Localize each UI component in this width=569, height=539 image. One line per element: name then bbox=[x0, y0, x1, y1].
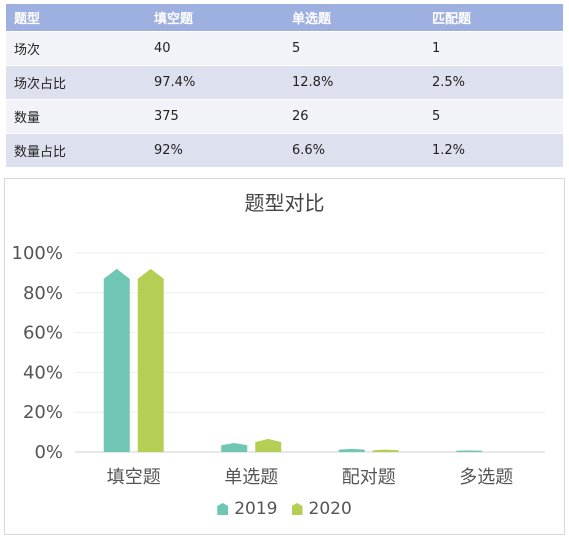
stats-table: 题型 填空题 单选题 匹配题 场次 40 5 1 场次占比 97.4% 12.8… bbox=[6, 4, 563, 167]
bar-2019-单选题 bbox=[221, 443, 248, 452]
y-tick-label: 80% bbox=[23, 283, 63, 304]
table-cell: 375 bbox=[154, 109, 179, 124]
chart-container: 题型对比 0% 20% 40% 60% 80% 100% 填空题 单选题 配对题 多选题 2019… bbox=[4, 178, 565, 535]
bar-2019-多选题 bbox=[456, 450, 483, 452]
chart-title: 题型对比 bbox=[244, 191, 325, 215]
table-cell: 97.4% bbox=[154, 75, 196, 90]
table-header-cell: 单选题 bbox=[292, 12, 332, 27]
x-tick-label: 填空题 bbox=[107, 467, 161, 488]
table-row: 数量占比 92% 6.6% 1.2% bbox=[6, 134, 563, 167]
x-tick-label: 配对题 bbox=[342, 467, 396, 488]
table-cell: 2.5% bbox=[432, 75, 466, 90]
y-tick-label: 40% bbox=[23, 362, 63, 383]
table-row: 数量 375 26 5 bbox=[6, 100, 563, 133]
legend-swatch-2019 bbox=[217, 503, 229, 515]
bar-2020-配对题 bbox=[372, 449, 399, 452]
chart-legend: 2019 2020 bbox=[5, 499, 564, 519]
legend-label: 2020 bbox=[308, 499, 352, 519]
table-cell: 26 bbox=[292, 109, 309, 124]
table-row: 场次 40 5 1 bbox=[6, 32, 563, 65]
table-cell: 12.8% bbox=[292, 75, 334, 90]
x-tick-label: 单选题 bbox=[224, 467, 278, 488]
y-tick-label: 0% bbox=[34, 442, 63, 463]
table-cell: 数量 bbox=[14, 111, 41, 126]
legend-item-2020: 2020 bbox=[291, 499, 352, 519]
table-header-row: 题型 填空题 单选题 匹配题 bbox=[6, 4, 563, 31]
table-header-cell: 匹配题 bbox=[432, 12, 472, 27]
y-tick-label: 20% bbox=[23, 402, 63, 423]
table-row: 场次占比 97.4% 12.8% 2.5% bbox=[6, 66, 563, 99]
table-header-cell: 填空题 bbox=[154, 12, 194, 27]
table-cell: 1.2% bbox=[432, 143, 466, 158]
y-tick-label: 60% bbox=[23, 323, 63, 344]
table-cell: 92% bbox=[154, 143, 183, 158]
table-cell: 数量占比 bbox=[14, 145, 67, 160]
table-cell: 5 bbox=[432, 109, 441, 124]
x-tick-label: 多选题 bbox=[459, 467, 513, 488]
legend-label: 2019 bbox=[234, 499, 278, 519]
table-cell: 5 bbox=[292, 41, 301, 56]
bar-2020-单选题 bbox=[255, 438, 282, 452]
y-tick-label: 100% bbox=[12, 243, 63, 264]
legend-swatch-2020 bbox=[291, 503, 303, 515]
table-cell: 40 bbox=[154, 41, 171, 56]
table-cell: 场次占比 bbox=[14, 77, 67, 92]
bar-2019-配对题 bbox=[338, 448, 365, 452]
table-cell: 6.6% bbox=[292, 143, 326, 158]
legend-item-2019: 2019 bbox=[217, 499, 278, 519]
table-header-cell: 题型 bbox=[14, 12, 41, 27]
bar-2019-填空题 bbox=[103, 268, 130, 452]
bar-chart-plot: 0% 20% 40% 60% 80% 100% 填空题 单选题 配对题 多选题 bbox=[12, 243, 545, 488]
table-cell: 场次 bbox=[14, 43, 41, 58]
bar-2020-填空题 bbox=[137, 268, 164, 452]
table-cell: 1 bbox=[432, 41, 441, 56]
